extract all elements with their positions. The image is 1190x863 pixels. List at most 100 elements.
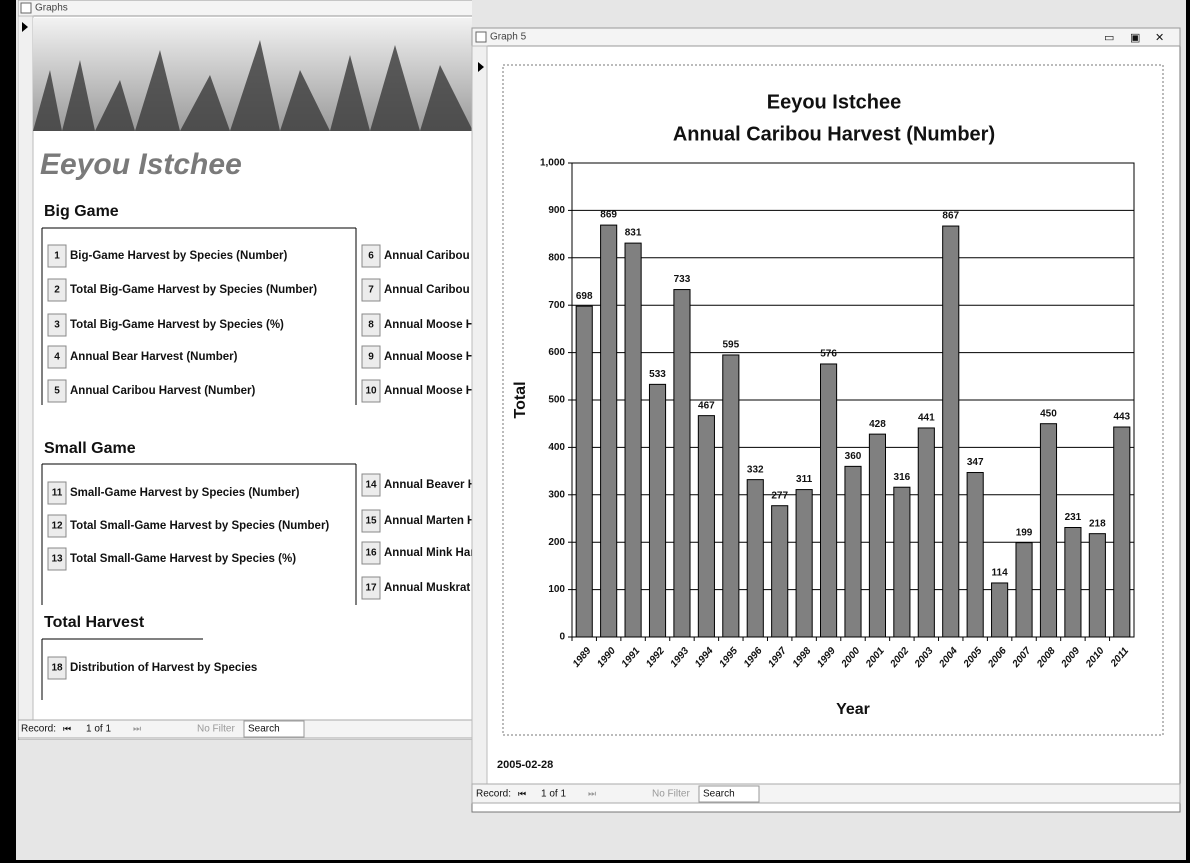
button-label: Annual Moose Har — [384, 385, 485, 397]
button-number: 5 — [54, 386, 60, 397]
data-label: 218 — [1089, 518, 1106, 529]
nav-position: 1 of 1 — [86, 724, 111, 735]
bar — [601, 225, 617, 637]
button-label: Total Big-Game Harvest by Species (Numbe… — [70, 284, 317, 296]
bar — [1065, 528, 1081, 637]
button-number: 7 — [368, 285, 374, 296]
chart-subtitle: Annual Caribou Harvest (Number) — [673, 123, 995, 145]
bar — [1016, 543, 1032, 637]
minimize-button[interactable]: ▭ — [1104, 32, 1114, 44]
y-tick-label: 700 — [548, 300, 565, 311]
page: Eeyou Istchee Graphs✕Big Game1Big-Game H… — [0, 0, 1190, 863]
nav-last[interactable]: ⏭ — [588, 788, 596, 798]
nav-search[interactable]: Search — [248, 724, 280, 735]
bar — [967, 473, 983, 637]
button-number: 13 — [51, 554, 63, 565]
y-tick-label: 100 — [548, 584, 565, 595]
button-label: Small-Game Harvest by Species (Number) — [70, 487, 300, 499]
button-label: Annual Moose Har — [384, 319, 485, 331]
button-label: Annual Caribou Harvest (Number) — [70, 385, 255, 397]
section-title: Total Harvest — [44, 614, 145, 631]
bar — [845, 466, 861, 637]
y-tick-label: 600 — [548, 347, 565, 358]
button-number: 14 — [365, 480, 377, 491]
nav-position: 1 of 1 — [541, 789, 566, 800]
y-tick-label: 400 — [548, 442, 565, 453]
data-label: 347 — [967, 457, 984, 468]
nav-label: Record: — [476, 789, 511, 800]
bar — [625, 243, 641, 637]
data-label: 441 — [918, 413, 935, 424]
x-axis-title: Year — [836, 701, 870, 718]
button-number: 18 — [51, 663, 63, 674]
bar — [796, 490, 812, 637]
data-label: 360 — [845, 451, 862, 462]
form-heading: Eeyou Istchee — [40, 148, 242, 181]
nav-first[interactable]: ⏮ — [63, 723, 71, 733]
bar — [674, 290, 690, 637]
data-label: 869 — [600, 210, 617, 221]
button-number: 15 — [365, 516, 377, 527]
bar — [821, 364, 837, 637]
button-number: 16 — [365, 548, 377, 559]
button-label: Total Small-Game Harvest by Species (%) — [70, 553, 296, 565]
y-tick-label: 800 — [548, 252, 565, 263]
bar — [747, 480, 763, 637]
bar — [1114, 427, 1130, 637]
window-title: Graphs — [35, 3, 68, 14]
data-label: 428 — [869, 419, 886, 430]
button-number: 4 — [54, 352, 60, 363]
data-label: 576 — [820, 349, 837, 360]
bar — [576, 306, 592, 637]
screen: Eeyou Istchee Graphs✕Big Game1Big-Game H… — [0, 0, 1190, 863]
button-label: Distribution of Harvest by Species — [70, 662, 257, 674]
bar — [918, 428, 934, 637]
button-number: 2 — [54, 285, 60, 296]
data-label: 199 — [1016, 527, 1033, 538]
button-label: Annual Muskrat H — [384, 582, 482, 594]
data-label: 316 — [894, 472, 911, 483]
bar — [869, 434, 885, 637]
data-label: 867 — [942, 211, 959, 222]
y-tick-label: 200 — [548, 537, 565, 548]
bar — [1040, 424, 1056, 637]
data-label: 332 — [747, 464, 764, 475]
chart-title: Eeyou Istchee — [767, 91, 902, 113]
close-button[interactable]: ✕ — [1155, 32, 1164, 44]
data-label: 114 — [992, 568, 1009, 579]
data-label: 831 — [625, 228, 642, 239]
data-label: 698 — [576, 291, 593, 302]
nav-first[interactable]: ⏮ — [518, 788, 526, 798]
report-date: 2005-02-28 — [497, 759, 553, 771]
bar — [894, 487, 910, 637]
button-number: 8 — [368, 320, 374, 331]
nav-filter[interactable]: No Filter — [652, 789, 690, 800]
report-window: ▭ ▣ ✕ Eeyou Istchee Annual Caribou Harve… — [472, 28, 1180, 812]
maximize-button[interactable]: ▣ — [1130, 32, 1140, 44]
data-label: 277 — [771, 490, 788, 501]
button-label: Annual Marten Ha — [384, 515, 482, 527]
y-axis-title: Total — [512, 381, 529, 418]
data-label: 450 — [1040, 408, 1057, 419]
button-label: Total Big-Game Harvest by Species (%) — [70, 319, 284, 331]
nav-filter[interactable]: No Filter — [197, 724, 235, 735]
nav-last[interactable]: ⏭ — [133, 723, 141, 733]
bar — [698, 416, 714, 637]
bar — [723, 355, 739, 637]
bar — [943, 226, 959, 637]
nav-search[interactable]: Search — [703, 789, 735, 800]
data-label: 533 — [649, 369, 666, 380]
y-tick-label: 300 — [548, 489, 565, 500]
button-number: 3 — [54, 320, 60, 331]
button-number: 9 — [368, 352, 374, 363]
y-tick-label: 1,000 — [540, 158, 565, 169]
data-label: 467 — [698, 400, 715, 411]
y-tick-label: 500 — [548, 395, 565, 406]
bar — [992, 583, 1008, 637]
button-label: Total Small-Game Harvest by Species (Num… — [70, 520, 329, 532]
data-label: 231 — [1065, 512, 1082, 523]
y-tick-label: 0 — [559, 632, 565, 643]
button-number: 12 — [51, 521, 63, 532]
button-number: 10 — [365, 386, 377, 397]
bar — [1089, 534, 1105, 637]
